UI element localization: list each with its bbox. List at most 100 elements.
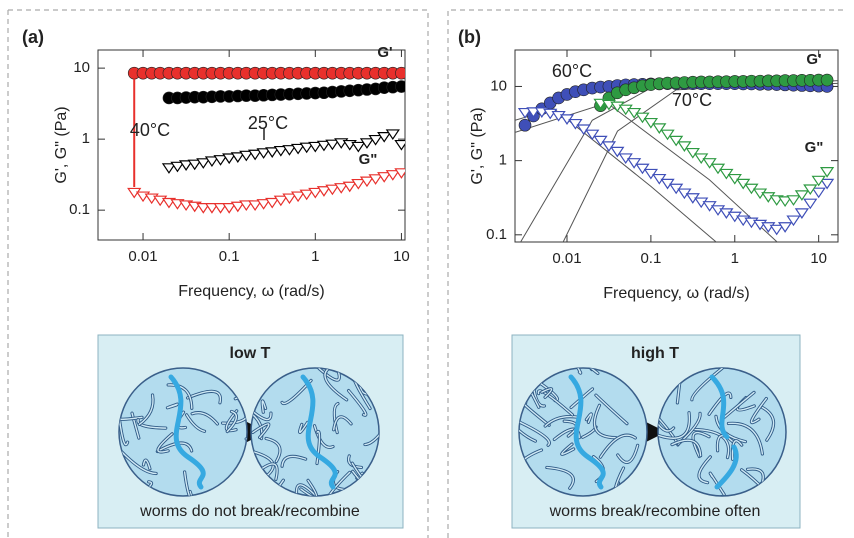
data-point	[368, 134, 383, 146]
worm	[561, 443, 575, 455]
data-point	[811, 187, 826, 199]
worm	[265, 437, 281, 463]
data-point	[230, 152, 245, 163]
worm	[325, 471, 351, 496]
data-point	[702, 158, 717, 169]
data-point	[811, 175, 826, 187]
x-tick-label: 1	[731, 250, 739, 267]
worm	[658, 407, 675, 432]
worm	[658, 412, 691, 439]
worm	[691, 368, 723, 401]
worm	[570, 388, 594, 409]
worm	[157, 433, 173, 453]
data-point	[626, 158, 642, 169]
data-point	[568, 118, 583, 130]
data-point	[187, 159, 202, 171]
data-point	[820, 73, 834, 87]
worm	[166, 403, 178, 409]
data-point	[719, 168, 734, 180]
data-point	[643, 168, 659, 180]
data-point	[786, 195, 801, 206]
x-axis-label: Frequency, ω (rad/s)	[603, 285, 749, 302]
plot-area	[127, 66, 405, 214]
worm	[186, 390, 222, 404]
highlight-worm	[568, 374, 606, 490]
plot-frame	[514, 49, 839, 243]
worm	[121, 451, 157, 475]
worm	[251, 479, 285, 496]
highlight-worm	[168, 374, 206, 490]
data-point	[239, 200, 254, 212]
annotation: 40°C	[130, 120, 170, 140]
worm	[333, 402, 339, 434]
panel-frame	[8, 9, 429, 538]
fit-line	[515, 108, 717, 242]
data-point	[643, 117, 659, 129]
worm	[261, 400, 267, 413]
worm	[692, 432, 710, 458]
data-point	[178, 160, 194, 171]
worm	[561, 368, 582, 374]
data-point	[247, 200, 263, 212]
y-tick-label: 1	[82, 130, 90, 147]
data-point	[290, 143, 306, 155]
data-point	[786, 215, 801, 227]
x-axis-label: Frequency, ω (rad/s)	[178, 283, 324, 300]
data-point	[351, 141, 366, 153]
diagrams: low T worms do not break/recombine high …	[97, 334, 801, 529]
worm	[617, 444, 639, 464]
annotation: G"	[805, 139, 824, 156]
data-point	[377, 172, 392, 183]
worm	[167, 384, 193, 409]
data-point	[518, 118, 532, 132]
worm	[258, 463, 278, 481]
data-point	[282, 193, 297, 205]
worm	[318, 368, 340, 381]
x-tick-label: 0.01	[552, 250, 581, 267]
worm	[727, 422, 764, 455]
worm	[709, 472, 725, 496]
data-point	[685, 147, 700, 159]
worm	[698, 456, 712, 484]
worm	[191, 411, 219, 425]
worm	[671, 439, 702, 457]
worm	[568, 368, 599, 375]
data-point	[222, 203, 237, 214]
x-tick-label: 0.01	[128, 248, 157, 265]
worm	[484, 365, 513, 376]
data-point	[601, 141, 617, 152]
worm	[731, 440, 743, 460]
worm	[541, 388, 553, 398]
data-point	[395, 66, 405, 80]
data-point	[204, 203, 220, 214]
data-point	[819, 167, 835, 178]
diagram-title: high T	[631, 345, 679, 362]
data-point	[710, 163, 726, 175]
data-point	[635, 163, 650, 175]
worm	[599, 434, 636, 458]
worm	[722, 391, 755, 420]
worm	[298, 421, 309, 434]
worm	[544, 415, 578, 427]
worm	[156, 442, 193, 453]
data-point	[239, 150, 254, 162]
worm	[183, 471, 199, 496]
worm	[519, 417, 537, 442]
annotation: G'	[806, 51, 821, 68]
worm	[761, 406, 775, 441]
data-point	[222, 153, 237, 165]
highlight-worm	[300, 374, 338, 490]
annotation: 25°C	[248, 113, 288, 133]
worm	[595, 394, 628, 425]
y-tick-label: 0.1	[486, 226, 507, 243]
data-point	[385, 129, 400, 141]
data-point	[803, 198, 818, 210]
data-point	[585, 129, 600, 141]
data-point	[308, 141, 323, 153]
worm	[142, 459, 151, 470]
data-point	[299, 189, 314, 201]
worm	[546, 466, 575, 489]
diagram-caption: worms break/recombine often	[549, 503, 761, 520]
data-point	[395, 80, 405, 93]
data-point	[351, 178, 366, 190]
